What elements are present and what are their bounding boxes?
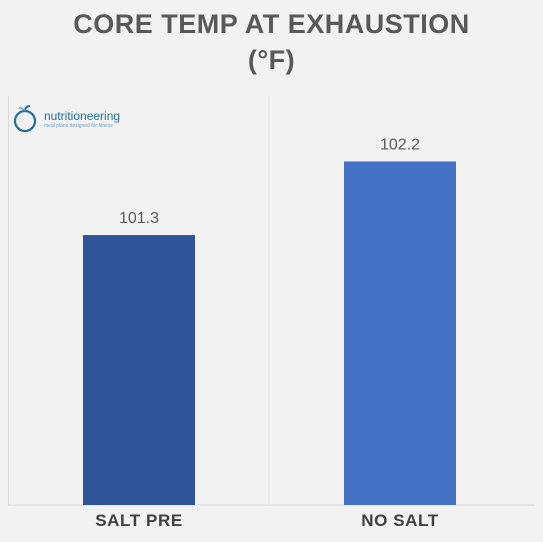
brand-logo: nutritioneering meal plans designed for … — [10, 104, 120, 134]
plot-area — [8, 96, 536, 505]
bar-no-salt — [344, 161, 456, 505]
logo-tagline: meal plans designed for fitness — [44, 122, 113, 129]
category-label-no-salt: NO SALT — [361, 511, 439, 530]
chart-title-line-1: CORE TEMP AT EXHAUSTION — [73, 9, 470, 39]
chart-title: CORE TEMP AT EXHAUSTION (°F) — [0, 6, 543, 78]
data-label-salt-pre: 101.3 — [119, 210, 159, 227]
apple-logo-icon — [13, 105, 37, 133]
bar-salt-pre — [83, 235, 195, 505]
logo-name: nutritioneering — [44, 108, 121, 123]
data-label-no-salt: 102.2 — [380, 136, 420, 153]
chart-title-line-2: (°F) — [247, 45, 296, 75]
category-label-salt-pre: SALT PRE — [95, 511, 183, 530]
